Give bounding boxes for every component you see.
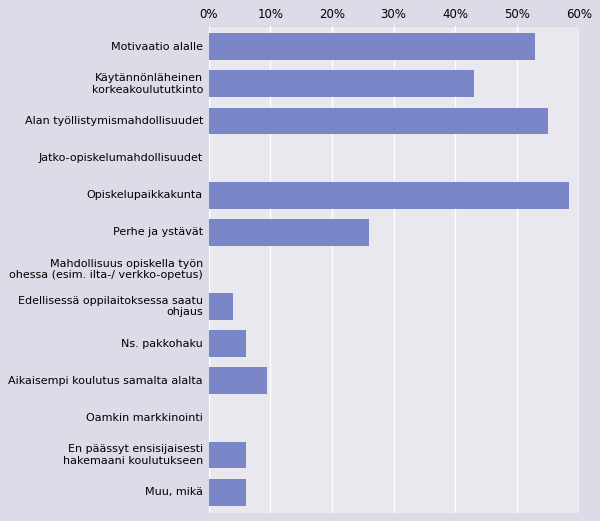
- Bar: [209, 107, 548, 134]
- Bar: [209, 33, 535, 60]
- Bar: [209, 70, 474, 97]
- Bar: [209, 293, 233, 320]
- Bar: [209, 219, 369, 246]
- Bar: [209, 479, 245, 505]
- Bar: [209, 182, 569, 208]
- Bar: [209, 442, 245, 468]
- Bar: [209, 367, 267, 394]
- Bar: [209, 330, 245, 357]
